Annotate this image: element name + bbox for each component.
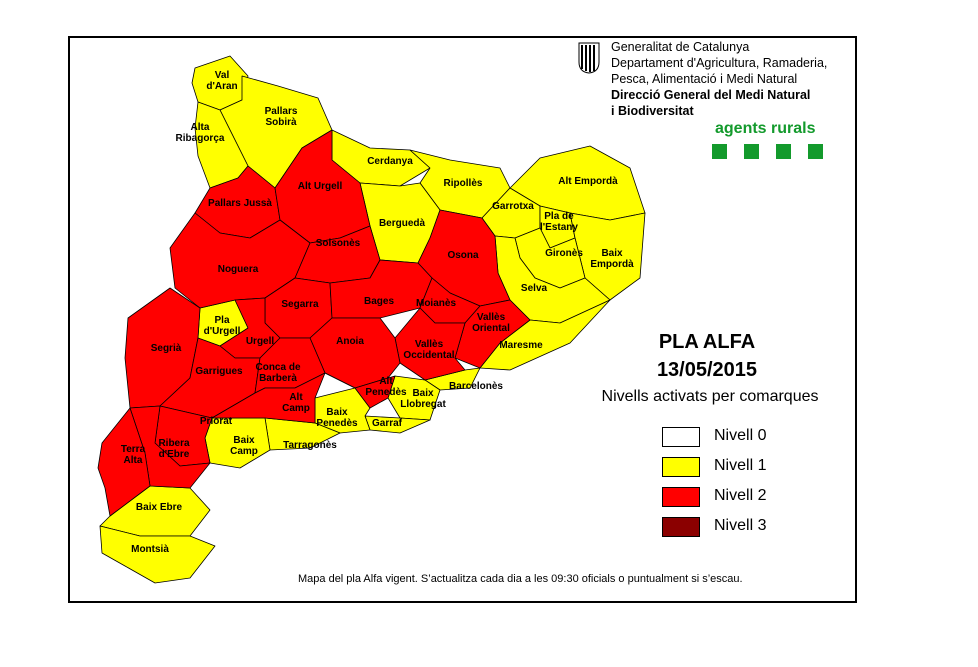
agents-square-icon xyxy=(808,144,823,159)
label-montsia: Montsià xyxy=(131,544,169,555)
legend-swatch xyxy=(662,427,700,447)
label-garrigues: Garrigues xyxy=(195,366,243,377)
label-valles-occidental: Vallès Occidental xyxy=(403,339,455,361)
plan-subtitle: Nivells activats per comarques xyxy=(601,388,819,405)
label-baix-ebre: Baix Ebre xyxy=(135,502,183,513)
label-val-daran: Val d'Aran xyxy=(206,70,238,92)
header-line-5: i Biodiversitat xyxy=(611,104,694,118)
legend-label: Nivell 1 xyxy=(714,457,767,474)
label-terra-alta: Terra Alta xyxy=(120,444,146,466)
label-pla-durgell: Pla d'Urgell xyxy=(203,315,241,337)
label-pallars-sobira: Pallars Sobirà xyxy=(264,106,298,128)
legend-label: Nivell 2 xyxy=(714,487,767,504)
legend-label: Nivell 0 xyxy=(714,427,767,444)
label-alt-emporda: Alt Empordà xyxy=(558,176,618,187)
label-alta-ribagorca: Alta Ribagorça xyxy=(175,122,225,144)
footer-note: Mapa del pla Alfa vigent. S’actualitza c… xyxy=(298,573,743,585)
header-line-4: Direcció General del Medi Natural xyxy=(611,88,811,102)
plan-title: PLA ALFA xyxy=(658,331,756,353)
label-baix-camp: Baix Camp xyxy=(230,435,258,457)
header-line-3: Pesca, Alimentació i Medi Natural xyxy=(611,72,798,86)
map-frame: Val d'Aran Pallars Sobirà Alta Ribagorça… xyxy=(68,36,857,603)
label-tarragones: Tarragonès xyxy=(283,440,337,451)
label-urgell: Urgell xyxy=(245,336,275,347)
label-baix-penedes: Baix Penedès xyxy=(316,407,358,429)
label-cerdanya: Cerdanya xyxy=(367,156,413,167)
legend-swatch xyxy=(662,487,700,507)
label-pallars-jussa: Pallars Jussà xyxy=(208,198,272,209)
header-line-1: Generalitat de Catalunya xyxy=(611,40,750,54)
agents-square-icon xyxy=(744,144,759,159)
label-valles-oriental: Vallès Oriental xyxy=(472,312,510,334)
region-montsia xyxy=(99,525,216,584)
label-ribera-debre: Ribera d'Ebre xyxy=(158,438,190,460)
label-barcelones: Barcelonès xyxy=(449,381,503,392)
label-alt-penedes: Alt Penedès xyxy=(365,376,407,398)
label-osona: Osona xyxy=(447,250,479,261)
label-baix-llobregat: Baix Llobregat xyxy=(400,388,446,410)
label-priorat: Priorat xyxy=(199,416,233,427)
region-alt-camp xyxy=(211,372,326,424)
label-segria: Segrià xyxy=(150,343,182,354)
label-noguera: Noguera xyxy=(217,264,259,275)
label-pla-de-lestany: Pla de l'Estany xyxy=(540,211,578,233)
label-garraf: Garraf xyxy=(371,418,403,429)
label-maresme: Maresme xyxy=(499,340,543,351)
plan-date: 13/05/2015 xyxy=(656,359,758,381)
region-alt-penedes xyxy=(324,372,396,409)
label-selva: Selva xyxy=(520,283,548,294)
label-bages: Bages xyxy=(363,296,395,307)
agents-square-icon xyxy=(712,144,727,159)
label-moianes: Moianès xyxy=(415,298,457,309)
label-conca-de-barbera: Conca de Barberà xyxy=(255,362,301,384)
label-bergueda: Berguedà xyxy=(378,218,426,229)
agents-square-icon xyxy=(776,144,791,159)
legend-label: Nivell 3 xyxy=(714,517,767,534)
label-ripolles: Ripollès xyxy=(443,178,483,189)
label-garrotxa: Garrotxa xyxy=(492,201,534,212)
label-alt-urgell: Alt Urgell xyxy=(297,181,343,192)
label-alt-camp: Alt Camp xyxy=(282,392,310,414)
plan-title-block: PLA ALFA 13/05/2015 xyxy=(622,328,792,384)
header-line-2: Departament d'Agricultura, Ramaderia, xyxy=(611,56,828,70)
label-anoia: Anoia xyxy=(336,336,364,347)
agents-rurals-logo: agents rurals xyxy=(715,120,816,137)
label-solsones: Solsonès xyxy=(315,238,361,249)
catalonia-map xyxy=(97,55,646,584)
generalitat-shield-icon xyxy=(578,42,600,74)
label-segarra: Segarra xyxy=(281,299,319,310)
legend-swatch xyxy=(662,457,700,477)
label-baix-emporda: Baix Empordà xyxy=(590,248,634,270)
region-terra-alta xyxy=(97,407,151,517)
legend-swatch xyxy=(662,517,700,537)
label-girones: Gironès xyxy=(545,248,583,259)
